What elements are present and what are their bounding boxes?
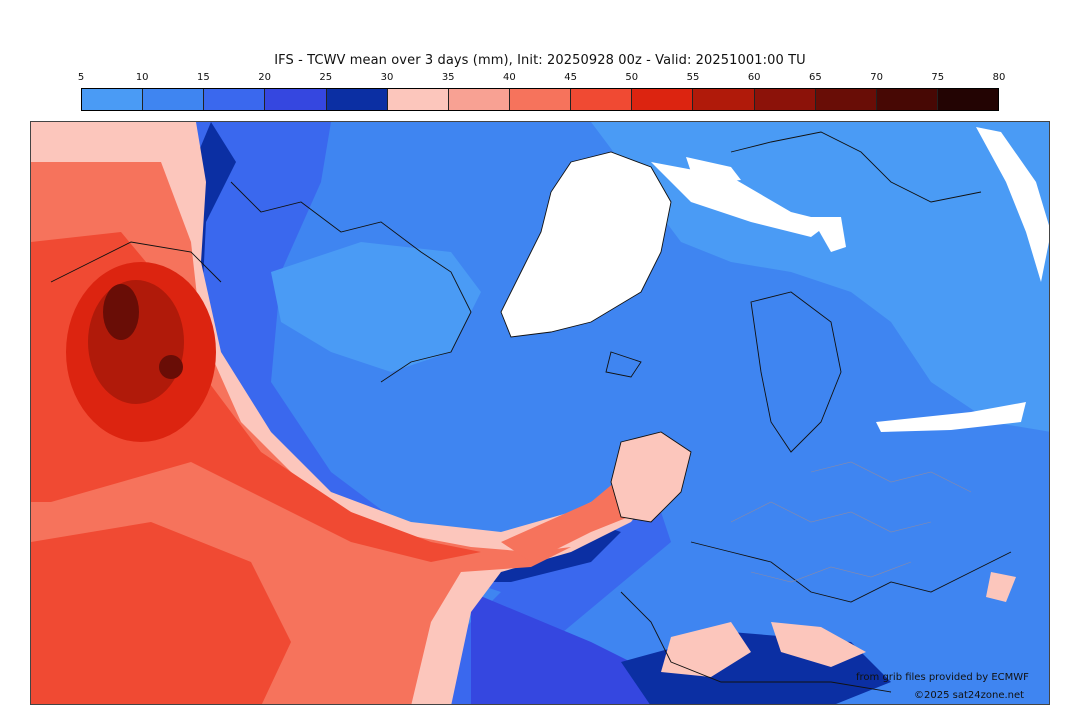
tcwv-map <box>30 121 1050 705</box>
aegean-moisture <box>986 572 1016 602</box>
legend-tick: 15 <box>197 72 210 83</box>
copyright-credit: ©2025 sat24zone.net <box>914 690 1025 701</box>
legend-tick: 10 <box>135 72 149 83</box>
legend-tick: 30 <box>380 72 394 83</box>
legend-swatch-5 <box>387 89 449 110</box>
ice-small-1 <box>686 157 741 182</box>
siberia-ice <box>876 402 1026 432</box>
legend-tick: 65 <box>809 72 822 83</box>
legend-tick: 20 <box>258 72 271 83</box>
cyclone-core-inner <box>103 284 139 340</box>
legend-swatch-7 <box>509 89 572 110</box>
coastlines <box>50 131 1012 693</box>
legend-swatch-9 <box>632 89 694 110</box>
navy-south <box>471 592 781 704</box>
legend-swatch-3 <box>265 89 327 110</box>
legend-swatch-10 <box>693 89 755 110</box>
legend-tick: 60 <box>747 72 761 83</box>
legend-tick: 50 <box>625 72 639 83</box>
legend-swatch-0 <box>82 89 144 110</box>
uk-moisture <box>611 432 691 522</box>
color-legend-bar <box>81 88 999 111</box>
data-source-credit: from grib files provided by ECMWF <box>856 672 1029 683</box>
greenland-ice <box>501 152 671 337</box>
country-borders <box>730 461 972 583</box>
arctic-ice-streak <box>651 162 831 237</box>
legend-tick: 25 <box>319 72 333 83</box>
legend-tick: 45 <box>564 72 577 83</box>
legend-swatch-13 <box>876 89 938 110</box>
legend-swatch-12 <box>815 89 877 110</box>
legend-tick: 40 <box>503 72 516 83</box>
legend-swatch-4 <box>326 89 388 110</box>
legend-tick: 55 <box>686 72 700 83</box>
legend-swatch-6 <box>448 89 510 110</box>
legend-swatch-1 <box>143 89 205 110</box>
legend-swatch-2 <box>204 89 266 110</box>
legend-swatch-8 <box>571 89 633 110</box>
legend-tick: 75 <box>931 72 945 83</box>
pale-blue-west <box>271 242 481 372</box>
legend-tick: 5 <box>77 72 85 83</box>
med-moisture-east <box>771 622 866 667</box>
legend-swatch-11 <box>754 89 816 110</box>
med-moisture-west <box>661 622 751 677</box>
arctic-ice-east <box>976 127 1049 282</box>
legend-tick: 70 <box>870 72 883 83</box>
ice-small-2 <box>811 217 846 252</box>
legend-tick: 35 <box>441 72 455 83</box>
map-title: IFS - TCWV mean over 3 days (mm), Init: … <box>274 53 806 68</box>
moisture-south <box>31 522 291 704</box>
legend-tick: 80 <box>992 72 1006 83</box>
legend-swatch-14 <box>937 89 999 110</box>
cyclone-core-inner-2 <box>159 355 183 379</box>
